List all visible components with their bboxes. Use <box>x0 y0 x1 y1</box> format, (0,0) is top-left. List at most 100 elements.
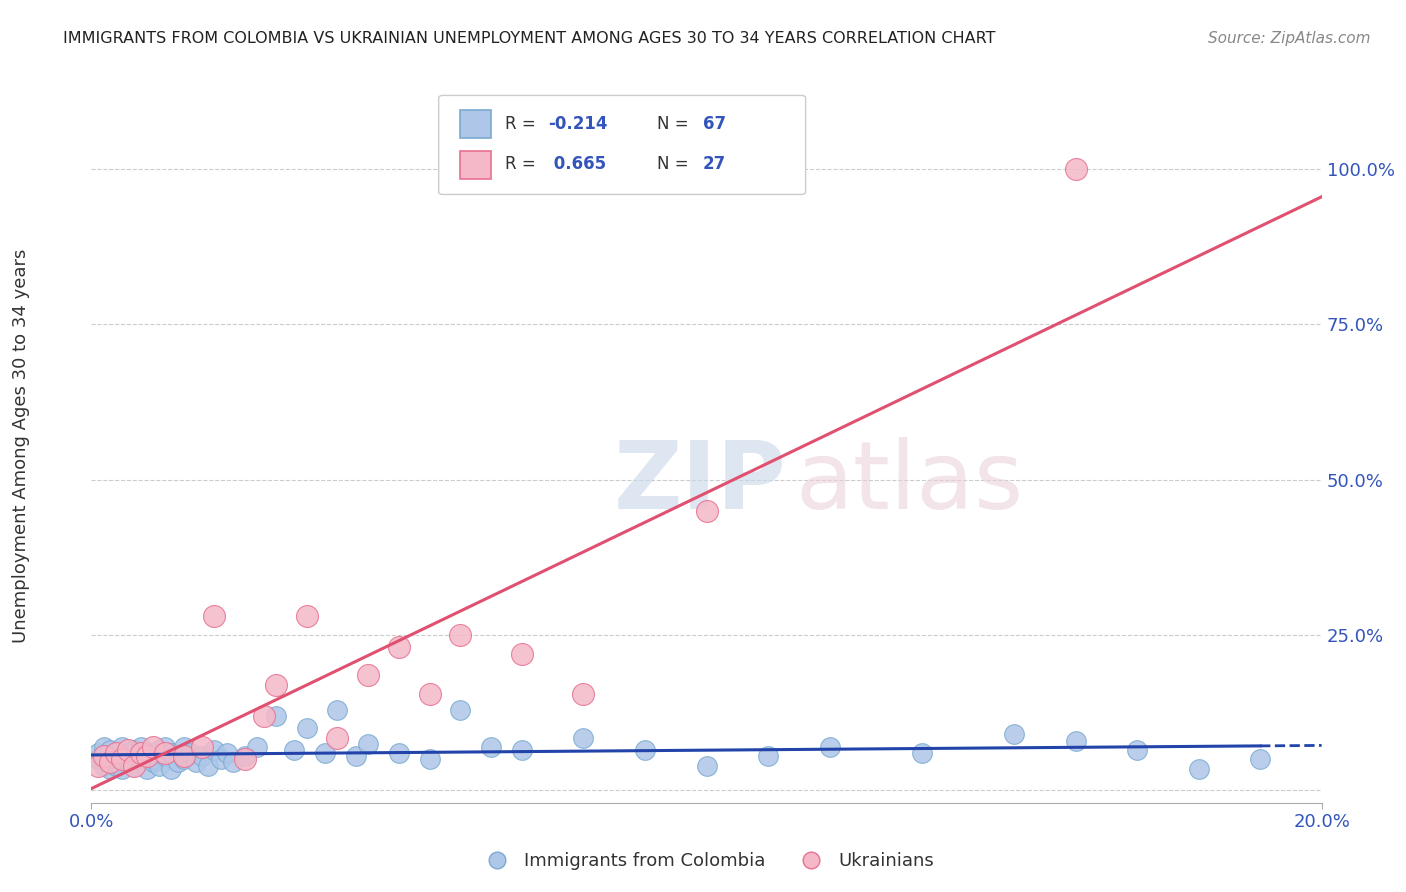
Point <box>124 752 146 766</box>
Point <box>388 746 411 760</box>
Point <box>222 756 245 770</box>
Point <box>357 668 380 682</box>
Point <box>98 756 121 770</box>
Point <box>572 731 595 745</box>
Point <box>135 746 157 760</box>
Point <box>253 708 276 723</box>
Point <box>111 762 134 776</box>
Point <box>135 749 157 764</box>
Point <box>202 743 225 757</box>
Point <box>572 687 595 701</box>
Point <box>129 739 152 754</box>
Point <box>419 687 441 701</box>
Point <box>111 752 134 766</box>
Point <box>105 746 127 760</box>
Point <box>911 746 934 760</box>
Point <box>129 746 152 760</box>
Point <box>246 739 269 754</box>
Point <box>86 758 108 772</box>
Point <box>184 756 207 770</box>
Point <box>634 743 657 757</box>
Point <box>388 640 411 655</box>
Text: Unemployment Among Ages 30 to 34 years: Unemployment Among Ages 30 to 34 years <box>13 249 30 643</box>
Point <box>357 737 380 751</box>
Point <box>191 739 214 754</box>
Point <box>117 746 139 760</box>
Point <box>1187 762 1209 776</box>
Point <box>696 504 718 518</box>
Point <box>696 758 718 772</box>
Point <box>98 743 121 757</box>
Point <box>1002 727 1025 741</box>
Point <box>98 762 121 776</box>
Point <box>264 678 287 692</box>
Point <box>314 746 336 760</box>
Point <box>209 752 232 766</box>
Text: -0.214: -0.214 <box>548 115 607 133</box>
Point <box>117 743 139 757</box>
Point <box>160 746 183 760</box>
Point <box>105 746 127 760</box>
Point <box>135 762 157 776</box>
Point <box>233 752 256 766</box>
Point <box>179 746 201 760</box>
Point <box>419 752 441 766</box>
Point <box>148 758 170 772</box>
Point <box>166 756 188 770</box>
Point <box>124 758 146 772</box>
Point <box>93 758 115 772</box>
Text: N =: N = <box>657 115 693 133</box>
Point <box>124 743 146 757</box>
Point <box>326 731 349 745</box>
Point <box>510 743 533 757</box>
Point <box>295 721 318 735</box>
Point <box>479 739 502 754</box>
Point <box>173 739 195 754</box>
FancyBboxPatch shape <box>460 151 491 178</box>
Point <box>295 609 318 624</box>
Point <box>117 756 139 770</box>
Point <box>93 749 115 764</box>
Point <box>153 739 177 754</box>
Point <box>326 703 349 717</box>
Point <box>344 749 367 764</box>
Text: 27: 27 <box>703 155 727 173</box>
Text: 0.665: 0.665 <box>548 155 606 173</box>
Point <box>202 609 225 624</box>
Text: 67: 67 <box>703 115 727 133</box>
Text: ZIP: ZIP <box>614 437 787 529</box>
Point <box>142 739 165 754</box>
Point <box>111 739 134 754</box>
Point <box>98 756 121 770</box>
Point <box>142 752 165 766</box>
Point <box>449 628 471 642</box>
Point <box>93 739 115 754</box>
Point <box>111 749 134 764</box>
Point <box>173 749 195 764</box>
Text: atlas: atlas <box>794 437 1024 529</box>
Point <box>449 703 471 717</box>
Point <box>105 758 127 772</box>
Point <box>510 647 533 661</box>
Point <box>756 749 779 764</box>
Point <box>153 746 177 760</box>
Point <box>191 749 214 764</box>
Point <box>148 743 170 757</box>
Point <box>160 762 183 776</box>
Point <box>86 752 108 766</box>
Point <box>197 758 219 772</box>
Point <box>283 743 305 757</box>
Point <box>818 739 841 754</box>
Point <box>1064 162 1087 177</box>
Text: Source: ZipAtlas.com: Source: ZipAtlas.com <box>1208 31 1371 46</box>
Point <box>105 752 127 766</box>
Point <box>153 749 177 764</box>
Point <box>173 752 195 766</box>
Text: N =: N = <box>657 155 693 173</box>
Point <box>129 749 152 764</box>
Text: R =: R = <box>505 155 541 173</box>
Text: IMMIGRANTS FROM COLOMBIA VS UKRAINIAN UNEMPLOYMENT AMONG AGES 30 TO 34 YEARS COR: IMMIGRANTS FROM COLOMBIA VS UKRAINIAN UN… <box>63 31 995 46</box>
Point <box>93 749 115 764</box>
Point <box>264 708 287 723</box>
Text: R =: R = <box>505 115 541 133</box>
